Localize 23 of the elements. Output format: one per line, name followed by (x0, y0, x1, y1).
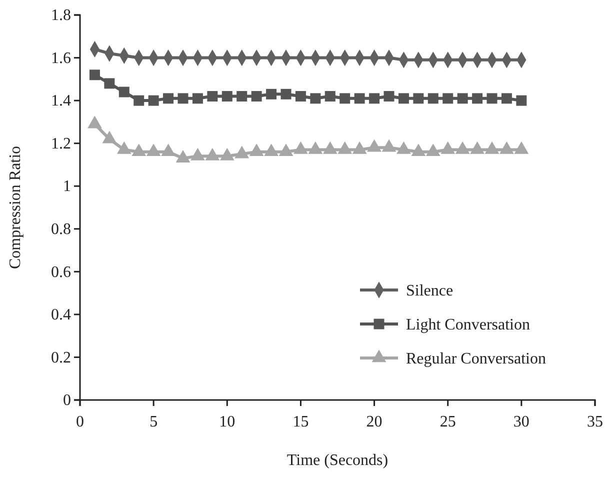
x-tick-label: 15 (292, 414, 309, 431)
y-tick-label: 1 (63, 178, 71, 196)
y-tick-label: 1.6 (51, 50, 71, 67)
y-tick-label: 0.2 (51, 349, 71, 366)
y-tick-label: 1.2 (51, 135, 71, 152)
y-tick-label: 0.8 (51, 221, 71, 238)
x-tick-label: 30 (513, 414, 530, 431)
x-tick-label: 0 (76, 414, 84, 431)
legend-label: Regular Conversation (406, 350, 546, 368)
x-tick-label: 5 (150, 414, 158, 431)
y-tick-label: 0.4 (51, 306, 71, 324)
legend-label: Light Conversation (406, 316, 530, 334)
x-tick-label: 35 (587, 414, 603, 431)
x-tick-label: 25 (440, 414, 456, 431)
y-tick-label: 0.6 (51, 264, 71, 281)
x-axis-title: Time (Seconds) (286, 452, 388, 469)
x-tick-label: 10 (219, 414, 236, 431)
y-axis-title: Compression Ratio (7, 146, 24, 270)
y-tick-label: 0 (63, 392, 71, 410)
x-tick-label: 20 (366, 414, 382, 431)
y-tick-label: 1.8 (51, 7, 71, 24)
y-tick-label: 1.4 (51, 92, 71, 110)
legend-label: Silence (406, 282, 454, 300)
